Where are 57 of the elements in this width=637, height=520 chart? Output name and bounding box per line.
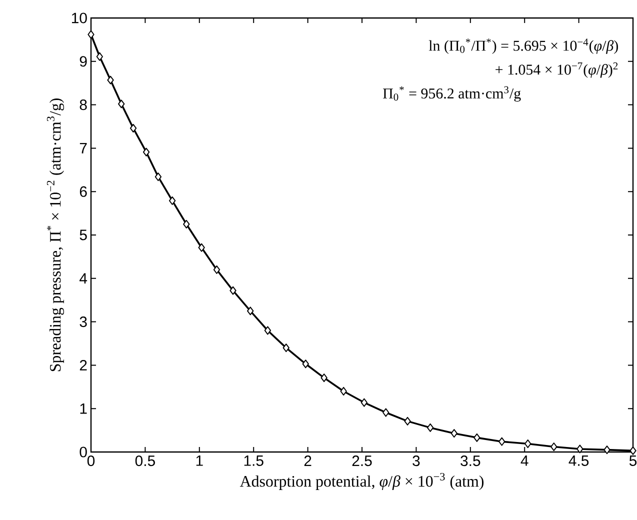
- point: [550, 442, 558, 452]
- text: ln (Π$_{0}$$^{*}$/Π$^{*}$) = 5.695 × 10$^{−4}$(φ/β): [428, 38, 618, 54]
- x-tick-label: 1: [196, 456, 203, 466]
- x-tick-label: 5: [629, 456, 637, 466]
- x-tick-label: 1.5: [244, 456, 264, 466]
- point: [247, 306, 254, 316]
- y-tick-label: 8: [80, 100, 87, 110]
- point: [474, 433, 480, 442]
- point: [154, 172, 162, 182]
- y-tick-label: 4: [80, 273, 88, 284]
- point: [88, 30, 94, 39]
- y-tick-label: 1: [80, 403, 87, 414]
- y-axis-title: Spreading pressure, Π$^{*}$ × 10$^{−2}$ (atm·cm$^{3}$/g): [46, 98, 64, 372]
- point: [213, 265, 220, 274]
- y-tick-label: 2: [80, 360, 87, 370]
- x-tick-label: 0.5: [135, 456, 155, 466]
- point: [107, 76, 114, 84]
- point: [498, 437, 506, 446]
- point: [426, 423, 434, 432]
- point: [168, 196, 176, 205]
- y-tick-label: 3: [80, 316, 87, 328]
- point: [604, 446, 610, 454]
- point: [302, 360, 309, 368]
- point: [340, 386, 347, 396]
- y-tick-label: 0: [80, 446, 87, 458]
- point: [183, 220, 190, 228]
- point: [382, 408, 390, 417]
- point: [360, 398, 368, 407]
- point: [320, 374, 328, 382]
- point: [130, 124, 137, 133]
- annotation: + 1.054 × 10$^{−7}$(φ/β)$^{2}$: [496, 62, 618, 78]
- y-tick-label: 9: [80, 56, 87, 67]
- point: [450, 429, 458, 438]
- point: [630, 446, 636, 455]
- x-tick-label: 2.5: [352, 456, 372, 466]
- x-tick-label: 3: [412, 456, 420, 466]
- point: [96, 52, 104, 61]
- x-tick-label: 2: [304, 456, 312, 466]
- point: [576, 444, 584, 454]
- point: [404, 416, 411, 426]
- x-axis-title: Adsorption potential, φ/β × 10$^{−3}$ (atm): [240, 472, 484, 490]
- y-tick-label: 5: [80, 230, 87, 240]
- point: [198, 243, 205, 252]
- annotation: Π$_{0}$$^{*}$ = 956.2 atm·cm$^{3}$/g: [383, 86, 521, 102]
- y-tick-label: 10: [72, 12, 87, 24]
- point: [118, 100, 125, 108]
- point: [142, 148, 150, 156]
- x-tick-label: 4: [520, 456, 528, 466]
- x-tick-label: 0: [87, 456, 95, 466]
- y-tick-label: 7: [80, 143, 87, 154]
- x-tick-label: 3.5: [460, 456, 480, 466]
- y-tick-label: 6: [80, 186, 87, 197]
- x-tick-label: 4.5: [568, 456, 589, 466]
- point: [264, 326, 272, 335]
- point: [282, 344, 290, 352]
- point: [230, 286, 236, 295]
- point: [524, 439, 532, 448]
